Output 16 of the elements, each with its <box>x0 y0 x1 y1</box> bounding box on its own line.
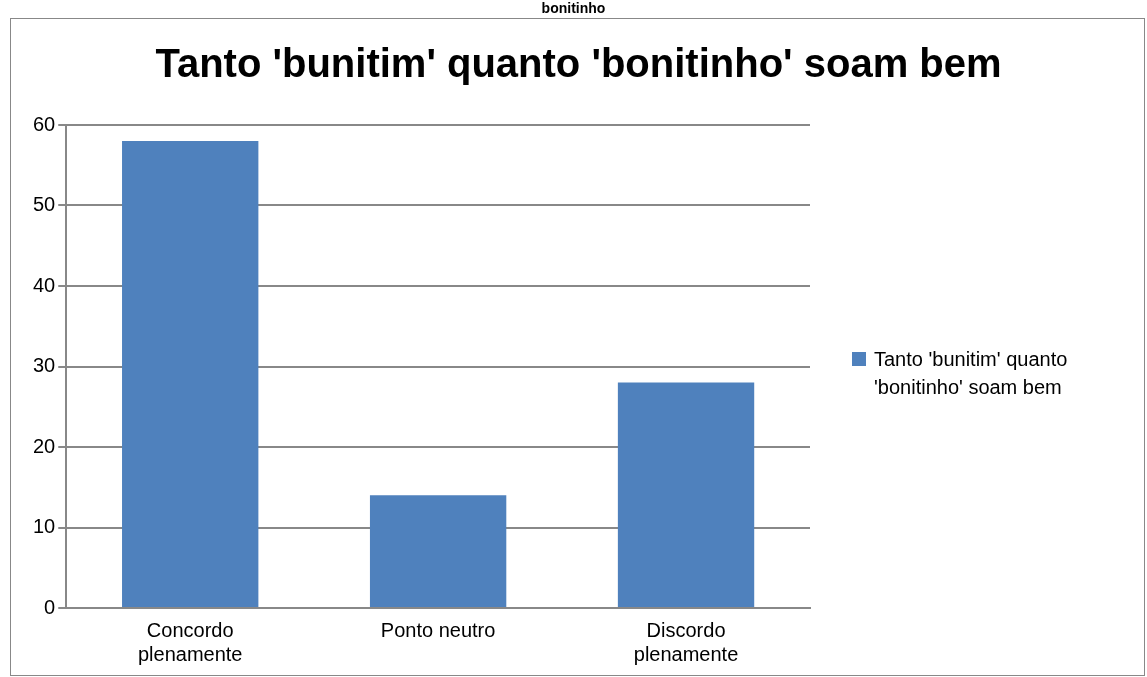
y-tick-label: 40 <box>33 273 56 296</box>
x-tick-label: Ponto neutro <box>380 618 496 641</box>
y-tick-label: 20 <box>33 434 56 457</box>
bar <box>369 495 507 607</box>
x-tick-label: Concordo plenamente <box>137 618 243 665</box>
y-tick-label: 50 <box>33 193 56 216</box>
chart-title: Tanto 'bunitim' quanto 'bonitinho' soam bem <box>154 41 1003 86</box>
legend-label: Tanto 'bunitim' quanto 'bonitinho' soam bem <box>874 347 1069 400</box>
y-tick-label: 60 <box>33 112 56 135</box>
y-tick-label: 0 <box>44 595 56 618</box>
y-tick-label: 30 <box>33 354 56 377</box>
y-tick-label: 10 <box>33 515 56 538</box>
text: bonitinho <box>540 0 607 16</box>
bar <box>122 141 259 607</box>
x-tick-label: Discordo plenamente <box>633 618 739 665</box>
bar <box>617 382 755 607</box>
